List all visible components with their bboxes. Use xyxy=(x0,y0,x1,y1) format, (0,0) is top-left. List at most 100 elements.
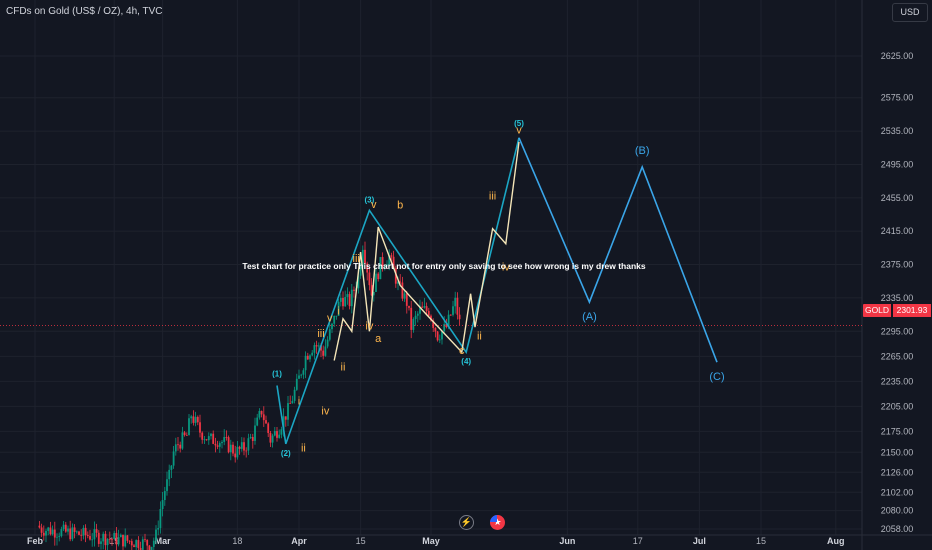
candle-body xyxy=(425,306,428,311)
wave-label: iii xyxy=(489,190,496,202)
wave-label: a xyxy=(375,333,382,345)
candle-body xyxy=(146,539,149,546)
candle-body xyxy=(377,273,380,280)
candle-body xyxy=(67,528,69,532)
candle-body xyxy=(188,418,190,436)
lightning-icon[interactable]: ⚡ xyxy=(459,515,474,530)
candle-body xyxy=(126,535,129,541)
price-tag-value: 2301.93 xyxy=(893,304,931,317)
candle-body xyxy=(381,257,384,267)
candle-body xyxy=(458,314,461,320)
candle-body xyxy=(289,403,292,404)
candle-body xyxy=(229,444,232,453)
us-flag-icon[interactable]: ★ xyxy=(490,515,505,530)
candle-body xyxy=(64,524,67,532)
candle-body xyxy=(344,296,347,307)
candle-body xyxy=(368,272,371,286)
candle-body xyxy=(251,437,254,441)
wave-label: iii xyxy=(317,328,324,340)
candle-body xyxy=(366,263,369,273)
candle-body xyxy=(128,540,131,542)
y-tick-label: 2375.00 xyxy=(881,260,914,270)
wave-label: ii xyxy=(301,442,306,454)
candle-body xyxy=(122,534,124,547)
candle-body xyxy=(203,439,206,441)
y-tick-label: 2535.00 xyxy=(881,126,914,136)
y-tick-label: 2265.00 xyxy=(881,351,914,361)
candle-body xyxy=(166,479,168,492)
x-tick-label: 15 xyxy=(356,536,366,546)
candle-body xyxy=(117,537,120,545)
candle-body xyxy=(383,266,386,267)
candle-body xyxy=(386,264,388,267)
candle-body xyxy=(201,432,204,440)
candle-body xyxy=(159,508,162,529)
candle-body xyxy=(80,534,83,536)
candle-body xyxy=(95,529,98,533)
y-tick-label: 2080.00 xyxy=(881,506,914,516)
candle-body xyxy=(427,310,430,316)
candle-body xyxy=(372,291,375,296)
candle-body xyxy=(346,294,349,297)
y-tick-label: 2102.00 xyxy=(881,487,914,497)
wave-label: (3) xyxy=(365,195,375,204)
candle-body xyxy=(212,433,215,444)
candle-body xyxy=(100,541,102,544)
candle-body xyxy=(192,416,195,423)
y-tick-label: 2058.00 xyxy=(881,524,914,534)
candle-body xyxy=(172,451,175,466)
candle-body xyxy=(452,306,454,315)
candle-body xyxy=(56,536,58,538)
x-tick-label: 17 xyxy=(633,536,643,546)
wave-label: (4) xyxy=(461,357,471,366)
candle-body xyxy=(89,536,91,540)
candle-body xyxy=(174,444,177,452)
candle-body xyxy=(232,444,234,454)
candle-body xyxy=(221,441,223,444)
symbol-title[interactable]: CFDs on Gold (US$ / OZ), 4h, TVC xyxy=(6,6,163,17)
wave-label: i xyxy=(298,396,300,408)
candle-body xyxy=(42,532,45,536)
wave-label: ii xyxy=(341,361,346,373)
wave-label: (5) xyxy=(514,119,524,128)
candle-body xyxy=(410,307,413,330)
candle-body xyxy=(278,434,281,438)
candle-body xyxy=(293,389,296,401)
candle-body xyxy=(113,532,116,540)
candle-body xyxy=(62,524,65,530)
candle-body xyxy=(152,540,155,547)
candle-body xyxy=(163,491,166,501)
x-tick-label: May xyxy=(422,536,440,546)
candle-body xyxy=(179,444,182,449)
wave-label: (1) xyxy=(272,370,282,379)
candle-body xyxy=(364,249,366,264)
x-tick-label: Mar xyxy=(155,536,172,546)
candle-body xyxy=(392,256,395,269)
candle-body xyxy=(144,539,146,541)
x-tick-label: 19 xyxy=(109,536,119,546)
candle-body xyxy=(256,417,259,426)
candle-body xyxy=(38,525,41,528)
candle-body xyxy=(199,422,201,433)
candle-body xyxy=(137,540,140,549)
candle-body xyxy=(91,539,94,541)
candle-body xyxy=(236,446,239,458)
candle-body xyxy=(408,305,410,308)
candle-body xyxy=(388,255,391,265)
candle-body xyxy=(47,527,50,531)
chart-annotation: Test chart for practice only This chart … xyxy=(242,261,645,271)
candle-body xyxy=(214,443,217,446)
wave-label: iv xyxy=(365,321,373,333)
subwave-cream-line xyxy=(333,141,520,361)
candle-body xyxy=(102,533,105,542)
wave-label: (C) xyxy=(709,371,724,383)
candle-body xyxy=(106,538,109,546)
y-tick-label: 2455.00 xyxy=(881,193,914,203)
candle-body xyxy=(394,268,397,284)
candle-body xyxy=(326,339,329,347)
candle-body xyxy=(133,545,135,548)
currency-button[interactable]: USD xyxy=(892,3,928,22)
candle-body xyxy=(210,433,212,437)
candle-body xyxy=(313,345,316,353)
